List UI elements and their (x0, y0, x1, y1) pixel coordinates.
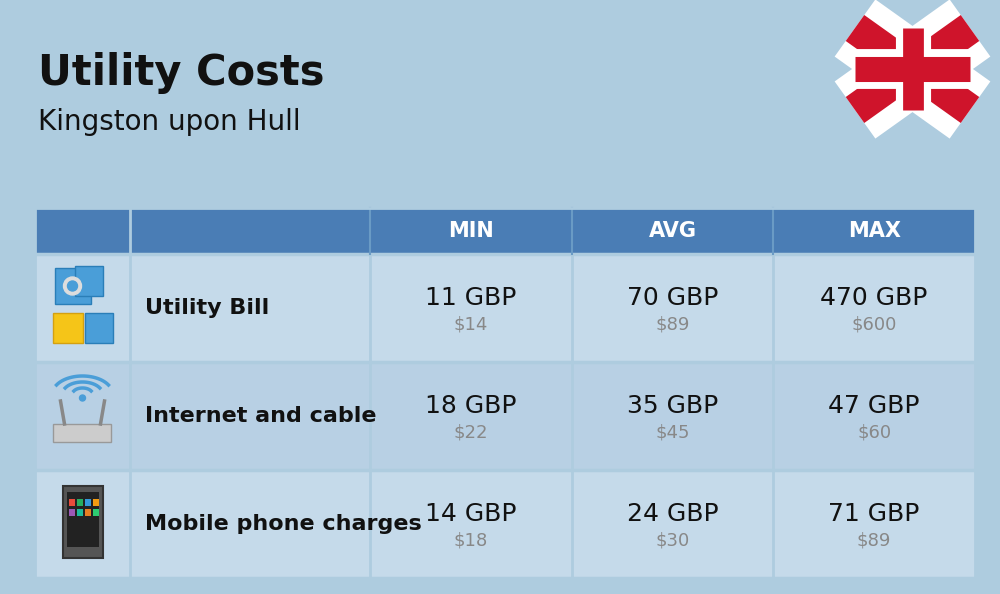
Text: Kingston upon Hull: Kingston upon Hull (38, 108, 301, 136)
Bar (35, 208, 975, 578)
Bar (84, 499, 90, 506)
Text: $89: $89 (857, 531, 891, 549)
Bar (68, 509, 74, 516)
Text: $45: $45 (655, 423, 690, 441)
Text: MIN: MIN (448, 221, 494, 241)
Text: 470 GBP: 470 GBP (820, 286, 928, 310)
Bar (35, 362, 975, 470)
Text: $22: $22 (454, 423, 488, 441)
Bar (76, 499, 82, 506)
Bar (92, 499, 98, 506)
Text: MAX: MAX (848, 221, 901, 241)
Bar (76, 509, 82, 516)
Bar (84, 509, 90, 516)
Bar (68, 499, 74, 506)
Circle shape (80, 395, 86, 401)
Text: 35 GBP: 35 GBP (627, 394, 718, 418)
Text: $14: $14 (454, 315, 488, 333)
Text: Utility Costs: Utility Costs (38, 52, 324, 94)
Circle shape (64, 277, 82, 295)
Text: $89: $89 (655, 315, 690, 333)
Text: Mobile phone charges: Mobile phone charges (145, 514, 422, 534)
Bar (92, 509, 98, 516)
Text: $18: $18 (454, 531, 488, 549)
Circle shape (68, 281, 78, 291)
Text: 14 GBP: 14 GBP (425, 502, 517, 526)
Bar (855, 28, 970, 110)
Bar (84, 313, 112, 343)
Text: $60: $60 (857, 423, 891, 441)
Bar (66, 492, 98, 547)
Text: $30: $30 (655, 531, 690, 549)
Text: 18 GBP: 18 GBP (425, 394, 517, 418)
Bar (54, 268, 90, 304)
Text: 11 GBP: 11 GBP (425, 286, 517, 310)
Text: 71 GBP: 71 GBP (828, 502, 920, 526)
Text: 24 GBP: 24 GBP (627, 502, 718, 526)
Bar (35, 254, 975, 362)
Text: AVG: AVG (648, 221, 696, 241)
Text: 70 GBP: 70 GBP (627, 286, 718, 310)
Bar (62, 486, 103, 558)
Bar (35, 470, 975, 578)
Text: $600: $600 (851, 315, 897, 333)
Text: Utility Bill: Utility Bill (145, 298, 269, 318)
Bar (52, 424, 110, 442)
Bar (35, 208, 975, 254)
Text: 47 GBP: 47 GBP (828, 394, 920, 418)
Text: Internet and cable: Internet and cable (145, 406, 376, 426)
Bar (52, 313, 82, 343)
Bar (74, 266, 103, 296)
